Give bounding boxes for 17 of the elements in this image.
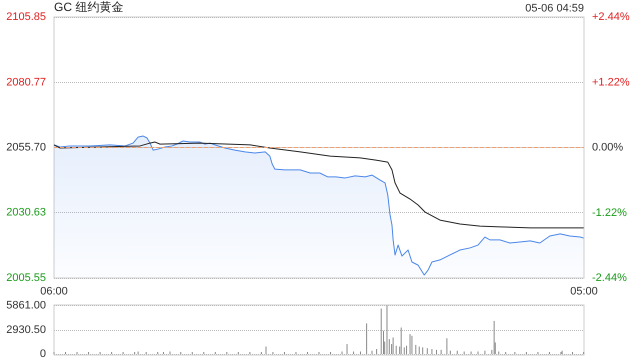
y-tick-label: 0 [40,348,46,360]
text: 05-06 04:59 [525,2,584,14]
chart-title: GC 纽约黄金 [54,0,124,14]
y2-tick-label: +1.22% [592,76,630,88]
y2-tick-label: -1.22% [592,206,628,219]
y2-tick-label: +2.44% [592,11,630,23]
x-tick-label: 05:00 [570,286,598,298]
y-tick-label: 2105.85 [6,11,46,23]
y-tick-label: 2080.77 [6,76,46,88]
y-tick-label: 5861.00 [6,300,46,312]
x-tick-label: 06:00 [40,286,68,298]
y2-tick-label: 0.00% [592,142,624,154]
y-tick-label: 2005.55 [6,272,46,284]
y-tick-label: 2055.70 [6,142,46,154]
y-tick-label: 2930.50 [6,324,46,336]
y-tick-label: 2030.63 [6,206,46,219]
y2-tick-label: -2.44% [592,272,628,284]
